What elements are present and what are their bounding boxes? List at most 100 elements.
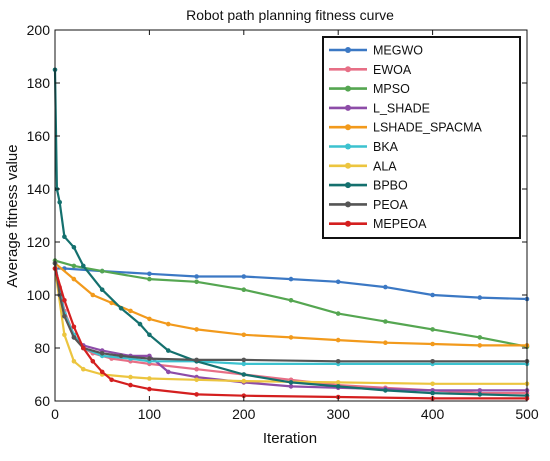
data-point-mepeoa xyxy=(147,386,152,392)
legend-swatch-marker xyxy=(345,220,351,227)
legend-swatch-marker xyxy=(345,143,351,150)
data-point-mpso xyxy=(430,327,435,332)
data-point-l-shade xyxy=(166,369,171,375)
data-point-mpso xyxy=(241,287,247,293)
data-point-mepeoa xyxy=(81,345,86,351)
x-tick-label: 200 xyxy=(232,406,256,422)
x-axis-label: Iteration xyxy=(263,430,317,447)
data-point-ala xyxy=(147,376,152,381)
y-tick-label: 60 xyxy=(34,393,50,409)
plot-frame xyxy=(54,29,528,402)
data-point-ala xyxy=(194,377,199,383)
y-tick-label: 120 xyxy=(27,234,51,250)
data-point-peoa xyxy=(62,313,67,319)
legend-label: MEPEOA xyxy=(373,217,427,231)
data-point-bpbo xyxy=(57,200,62,205)
y-tick-label: 140 xyxy=(27,181,51,197)
data-point-mepeoa xyxy=(128,382,133,388)
data-point-bpbo xyxy=(241,372,247,377)
data-point-lshade-spacma xyxy=(128,308,133,314)
legend-item: LSHADE_SPACMA xyxy=(329,121,482,135)
data-point-megwo xyxy=(383,284,388,290)
data-point-lshade-spacma xyxy=(147,316,152,322)
data-point-ala xyxy=(71,359,77,364)
data-point-ala xyxy=(241,378,247,384)
y-tick-label: 200 xyxy=(27,22,51,38)
data-point-lshade-spacma xyxy=(71,276,77,282)
data-point-lshade-spacma xyxy=(288,335,294,340)
data-point-megwo xyxy=(194,274,199,279)
data-point-lshade-spacma xyxy=(109,300,114,306)
legend-label: BPBO xyxy=(373,179,408,193)
y-tick-label: 180 xyxy=(27,75,51,91)
data-point-megwo xyxy=(147,271,152,277)
data-point-lshade-spacma xyxy=(194,327,199,332)
data-point-mpso xyxy=(99,268,105,274)
data-point-bpbo xyxy=(430,390,435,396)
legend-item: BKA xyxy=(329,140,399,154)
x-tick-label: 400 xyxy=(421,406,445,422)
data-point-mpso xyxy=(288,298,294,303)
data-point-ala xyxy=(81,366,86,372)
series-line-ewoa xyxy=(53,268,527,395)
data-point-bpbo xyxy=(62,234,67,239)
series-bpbo xyxy=(52,67,530,399)
data-point-mepeoa xyxy=(241,393,247,399)
data-point-bpbo xyxy=(335,384,341,389)
data-point-bpbo xyxy=(288,380,294,385)
legend-item: BPBO xyxy=(329,179,408,193)
legend-box xyxy=(322,36,521,239)
legend-label: MPSO xyxy=(373,82,410,96)
data-point-mepeoa xyxy=(99,369,105,375)
data-point-peoa xyxy=(430,359,435,364)
legend-item: MPSO xyxy=(329,82,410,96)
tick-layer: 0 100 200 300 400 500 60 80 100 120 140 160 180 200 xyxy=(27,22,539,422)
data-point-mepeoa xyxy=(109,377,114,383)
legend-swatch-marker xyxy=(345,47,351,53)
data-point-megwo xyxy=(430,292,435,298)
data-point-mpso xyxy=(71,263,77,269)
series-ala xyxy=(52,266,530,387)
legend-item: MEGWO xyxy=(329,44,423,58)
data-point-peoa xyxy=(147,356,152,361)
legend-label: ALA xyxy=(373,159,397,173)
data-point-megwo xyxy=(241,274,247,279)
data-point-peoa xyxy=(194,357,199,363)
data-point-megwo xyxy=(335,279,341,285)
legend-swatch-marker xyxy=(345,201,351,208)
data-point-mpso xyxy=(194,279,199,285)
data-point-l-shade xyxy=(477,388,483,393)
x-tick-label: 100 xyxy=(138,406,162,422)
data-point-bpbo xyxy=(118,306,124,311)
legend-label: MEGWO xyxy=(373,44,423,58)
data-point-mpso xyxy=(147,276,152,282)
data-point-lshade-spacma xyxy=(430,341,435,347)
data-point-l-shade xyxy=(288,384,294,389)
data-point-peoa xyxy=(241,357,247,363)
legend-swatch-marker xyxy=(345,124,351,131)
data-point-peoa xyxy=(71,335,77,340)
x-tick-label: 0 xyxy=(51,406,59,422)
data-point-peoa xyxy=(335,359,341,364)
legend-label: EWOA xyxy=(373,63,412,77)
chart-title: Robot path planning fitness curve xyxy=(186,7,394,23)
legend-item: L_SHADE xyxy=(329,101,430,115)
legend-label: L_SHADE xyxy=(373,101,430,115)
data-point-megwo xyxy=(477,295,483,300)
legend: MEGWO EWOA MPSO L_SHADE LSHADE_SPACMA BKA ALA B… xyxy=(322,36,521,239)
series-line-mepeoa xyxy=(53,268,527,400)
data-point-mepeoa xyxy=(71,324,77,330)
series-megwo xyxy=(52,266,530,302)
data-point-mepeoa xyxy=(90,359,96,364)
data-point-lshade-spacma xyxy=(477,343,483,348)
data-point-megwo xyxy=(288,276,294,282)
data-point-bpbo xyxy=(71,245,77,250)
data-point-mpso xyxy=(383,319,388,324)
series-layer xyxy=(52,67,530,401)
data-point-ala xyxy=(335,380,341,385)
y-tick-label: 100 xyxy=(27,287,51,303)
data-point-peoa xyxy=(99,351,105,356)
data-point-mepeoa xyxy=(194,392,199,397)
